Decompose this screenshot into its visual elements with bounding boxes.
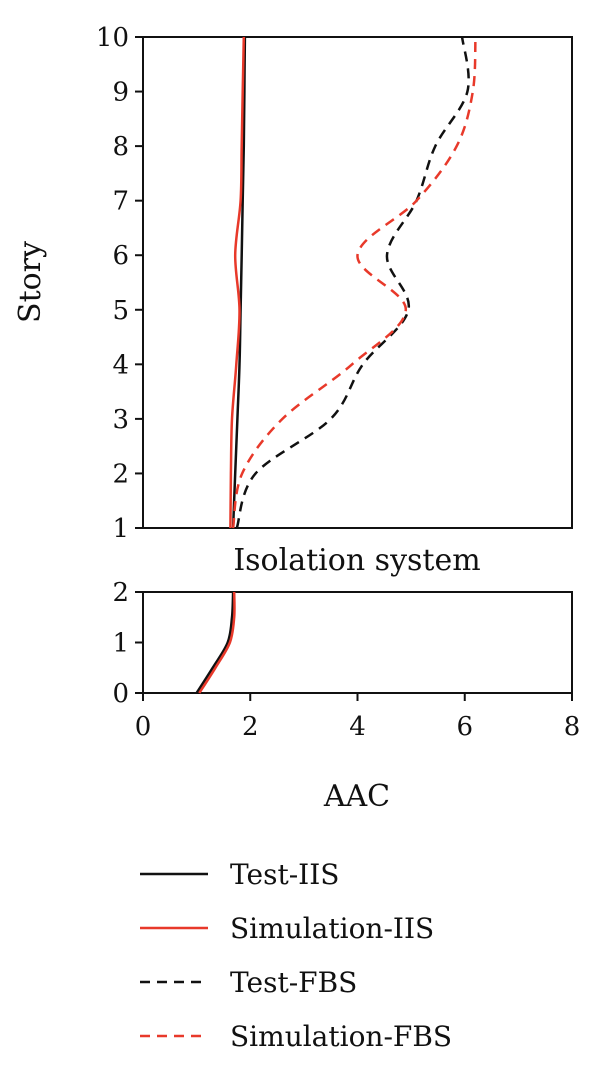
x-tick-label: 4 bbox=[349, 712, 366, 742]
legend: Test-IIS Simulation-IIS Test-FBS Simulation… bbox=[140, 858, 452, 1053]
upper-y-tick-label: 10 bbox=[96, 23, 129, 53]
x-tick-label: 6 bbox=[456, 712, 473, 742]
upper-y-tick-label: 8 bbox=[112, 132, 129, 162]
upper-panel: 1 2 3 4 5 6 7 8 9 10 Story bbox=[13, 23, 573, 544]
upper-series-simulation-iis bbox=[229, 36, 246, 529]
isolation-system-caption: Isolation system bbox=[233, 543, 480, 578]
lower-y-tick-label: 1 bbox=[112, 629, 129, 659]
upper-y-tick-label: 7 bbox=[112, 187, 129, 217]
upper-plot-frame bbox=[142, 36, 573, 529]
x-tick-label: 2 bbox=[242, 712, 259, 742]
lower-y-tick-label: 0 bbox=[112, 679, 129, 709]
legend-label-simulation-fbs: Simulation-FBS bbox=[230, 1020, 452, 1053]
lower-y-ticks: 0 1 2 bbox=[112, 578, 143, 709]
x-axis-label: AAC bbox=[323, 779, 390, 814]
upper-series-test-fbs bbox=[235, 36, 470, 529]
upper-y-tick-label: 5 bbox=[112, 296, 129, 326]
lower-series-test-iis bbox=[195, 591, 235, 694]
upper-y-tick-label: 2 bbox=[112, 459, 129, 489]
upper-series-simulation-fbs bbox=[231, 36, 477, 529]
upper-y-tick-label: 3 bbox=[112, 405, 129, 435]
upper-series-test-iis bbox=[231, 36, 247, 529]
upper-y-ticks: 1 2 3 4 5 6 7 8 9 10 bbox=[96, 23, 143, 544]
legend-label-simulation-iis: Simulation-IIS bbox=[230, 912, 434, 945]
x-tick-label: 0 bbox=[135, 712, 152, 742]
upper-y-tick-label: 1 bbox=[112, 514, 129, 544]
legend-label-test-iis: Test-IIS bbox=[230, 858, 339, 891]
legend-label-test-fbs: Test-FBS bbox=[230, 966, 357, 999]
upper-series bbox=[229, 36, 477, 529]
upper-y-tick-label: 6 bbox=[112, 241, 129, 271]
x-ticks: 0 2 4 6 8 bbox=[135, 693, 581, 742]
lower-panel: 0 1 2 0 2 4 6 8 bbox=[112, 578, 580, 742]
lower-series bbox=[195, 591, 236, 694]
x-tick-label: 8 bbox=[564, 712, 581, 742]
upper-y-tick-label: 9 bbox=[112, 78, 129, 108]
upper-y-tick-label: 4 bbox=[112, 350, 129, 380]
y-axis-label: Story bbox=[13, 241, 48, 323]
lower-series-simulation-iis bbox=[198, 591, 236, 694]
lower-y-tick-label: 2 bbox=[112, 578, 129, 608]
